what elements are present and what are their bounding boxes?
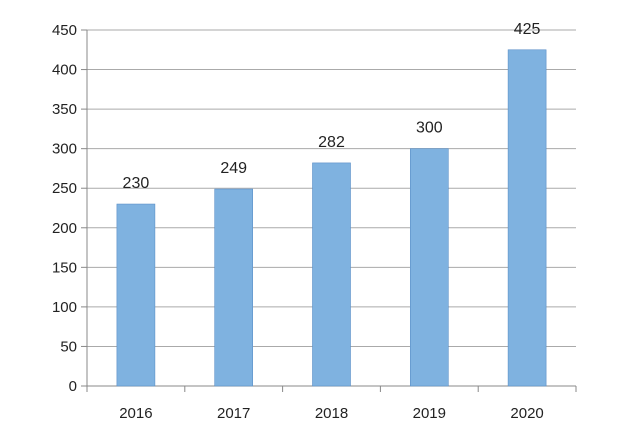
y-tick-label: 100 <box>52 299 77 316</box>
y-tick-label: 50 <box>60 338 77 355</box>
data-label-2018: 282 <box>318 134 345 151</box>
bar-2020 <box>507 49 547 387</box>
data-label-2017: 249 <box>220 160 247 177</box>
x-tick-label-2018: 2018 <box>315 405 348 422</box>
x-tick-label-2020: 2020 <box>510 405 543 422</box>
data-label-2016: 230 <box>123 175 150 192</box>
y-tick-label: 200 <box>52 220 77 237</box>
y-tick-label: 400 <box>52 62 77 79</box>
bar-2019 <box>409 148 449 387</box>
y-tick-label: 450 <box>52 22 77 39</box>
y-tick-label: 0 <box>69 378 77 395</box>
bars <box>116 49 547 387</box>
y-tick-label: 150 <box>52 259 77 276</box>
data-label-2020: 425 <box>514 21 541 38</box>
x-tick-label-2016: 2016 <box>119 405 152 422</box>
bar-2016 <box>116 203 156 387</box>
y-tick-label: 350 <box>52 101 77 118</box>
y-tick-label: 300 <box>52 141 77 158</box>
data-label-2019: 300 <box>416 120 443 137</box>
bar-2018 <box>312 162 351 387</box>
labels: 0 50 100 150 200 250 300 350 400 450 230 2016 249 201… <box>52 21 544 422</box>
y-tick-label: 250 <box>52 180 77 197</box>
x-tick-label-2017: 2017 <box>217 405 250 422</box>
bar-2017 <box>214 188 253 387</box>
x-tick-label-2019: 2019 <box>413 405 446 422</box>
